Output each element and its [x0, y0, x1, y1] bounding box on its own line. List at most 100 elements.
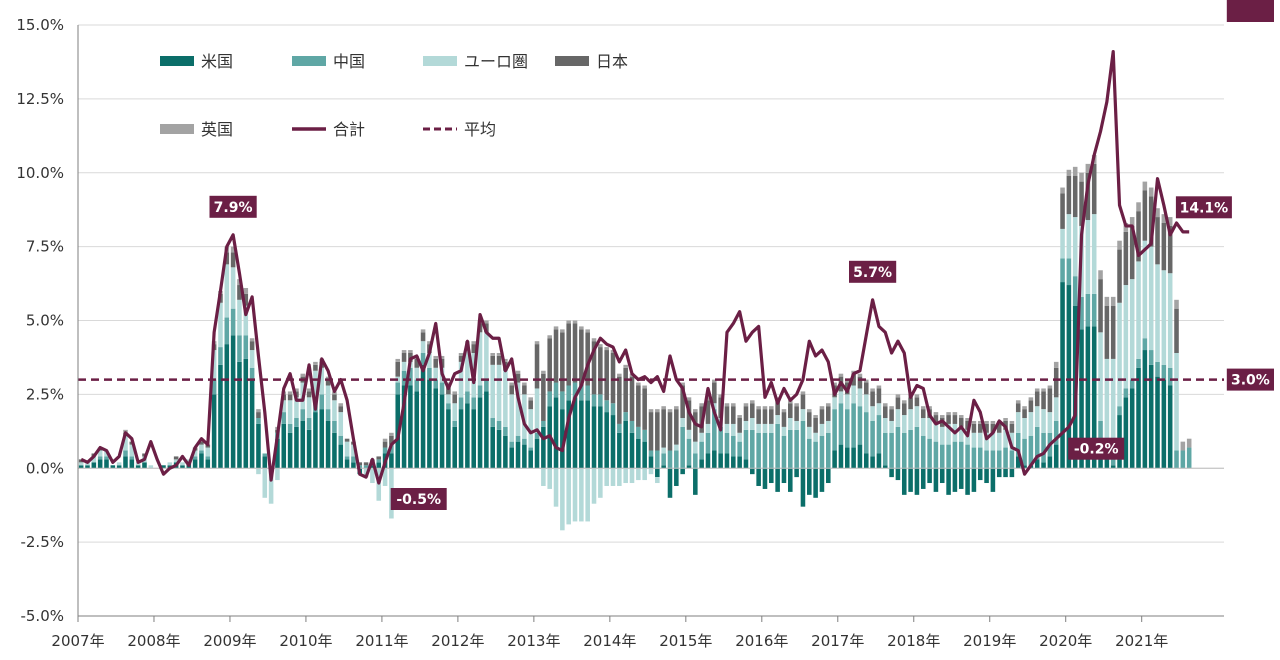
- bar-segment: [769, 432, 774, 469]
- bar-segment: [420, 364, 426, 469]
- bar-segment: [642, 468, 647, 481]
- bar-segment: [1136, 211, 1141, 262]
- bar-segment: [249, 379, 255, 469]
- bar-segment: [591, 394, 597, 407]
- bar-segment: [832, 397, 837, 410]
- bar-segment: [541, 420, 546, 427]
- bar-segment: [838, 391, 844, 404]
- bar-segment: [832, 382, 837, 386]
- bar-segment: [1060, 187, 1065, 194]
- bar-segment: [807, 468, 812, 495]
- bar-segment: [446, 394, 451, 404]
- bar-segment: [572, 320, 578, 324]
- bar-segment: [1117, 406, 1122, 416]
- bar-segment: [205, 459, 211, 469]
- bar-segment: [85, 465, 90, 469]
- bar-segment: [756, 432, 761, 469]
- bar-segment: [781, 468, 787, 484]
- bar-segment: [1091, 163, 1097, 215]
- bar-segment: [889, 468, 894, 478]
- bar-segment: [1053, 361, 1059, 368]
- bar-segment: [1161, 379, 1167, 469]
- bar-segment: [1053, 367, 1059, 398]
- bar-segment: [268, 468, 274, 504]
- bar-segment: [414, 358, 420, 368]
- bar-segment: [439, 355, 445, 359]
- x-tick-label: 2013年: [507, 632, 560, 650]
- bar-segment: [427, 367, 432, 380]
- bar-segment: [857, 376, 863, 389]
- bar-segment: [933, 441, 939, 469]
- bar-segment: [971, 447, 977, 469]
- bar-segment: [572, 323, 578, 383]
- bar-segment: [737, 415, 742, 419]
- bar-segment: [541, 468, 546, 486]
- bar-segment: [553, 382, 559, 398]
- bar-segment: [300, 409, 306, 421]
- bar-segment: [1161, 214, 1167, 223]
- bar-segment: [699, 432, 704, 442]
- bar-segment: [889, 406, 894, 410]
- bar-segment: [838, 373, 844, 377]
- bar-segment: [433, 355, 439, 359]
- bar-segment: [1034, 459, 1040, 469]
- bar-segment: [281, 400, 287, 413]
- bar-segment: [927, 418, 932, 439]
- bar-segment: [1142, 190, 1148, 241]
- bar-segment: [395, 358, 401, 362]
- bar-segment: [446, 382, 451, 386]
- bar-segment: [287, 391, 293, 395]
- bar-segment: [1174, 450, 1179, 469]
- bar-segment: [819, 406, 825, 410]
- bar-segment: [965, 418, 970, 421]
- bar-segment: [699, 459, 704, 469]
- bar-segment: [788, 418, 793, 430]
- bar-segment: [939, 468, 945, 484]
- bar-segment: [509, 441, 514, 448]
- bar-segment: [939, 415, 945, 419]
- bar-segment: [382, 468, 388, 486]
- bar-segment: [674, 406, 679, 410]
- bar-segment: [281, 423, 287, 469]
- x-tick-label: 2018年: [887, 632, 940, 650]
- bar-segment: [300, 373, 306, 377]
- bar-segment: [585, 468, 590, 522]
- bar-segment: [984, 432, 989, 451]
- bar-segment: [604, 412, 609, 469]
- bar-segment: [743, 420, 749, 430]
- bar-segment: [756, 423, 761, 433]
- bar-segment: [775, 400, 780, 416]
- bar-segment: [420, 341, 426, 354]
- bar-segment: [819, 409, 825, 424]
- bar-segment: [699, 441, 704, 460]
- bar-segment: [262, 453, 268, 457]
- bar-segment: [382, 447, 388, 454]
- bar-segment: [826, 468, 831, 484]
- bar-segment: [1155, 376, 1160, 469]
- bar-segment: [958, 441, 964, 469]
- bar-segment: [1098, 270, 1103, 280]
- bar-segment: [1053, 397, 1059, 421]
- bar-segment: [1015, 400, 1021, 404]
- bar-segment: [977, 423, 983, 433]
- bar-segment: [686, 397, 692, 401]
- bar-segment: [496, 364, 502, 421]
- bar-segment: [699, 403, 704, 407]
- bar-segment: [1161, 222, 1167, 271]
- bar-segment: [294, 397, 299, 419]
- bar-segment: [623, 367, 628, 413]
- bar-segment: [1066, 258, 1072, 286]
- bar-segment: [591, 406, 597, 469]
- bar-segment: [420, 353, 426, 365]
- bar-segment: [262, 456, 268, 469]
- bar-segment: [863, 382, 869, 395]
- bar-segment: [1148, 364, 1154, 469]
- bar-segment: [534, 344, 540, 389]
- bar-segment: [249, 367, 255, 380]
- bar-segment: [1072, 175, 1078, 218]
- bar-segment: [1167, 273, 1173, 368]
- callout-box: [849, 260, 897, 283]
- bar-segment: [756, 468, 761, 486]
- bar-segment: [534, 388, 540, 433]
- bar-segment: [1079, 329, 1084, 469]
